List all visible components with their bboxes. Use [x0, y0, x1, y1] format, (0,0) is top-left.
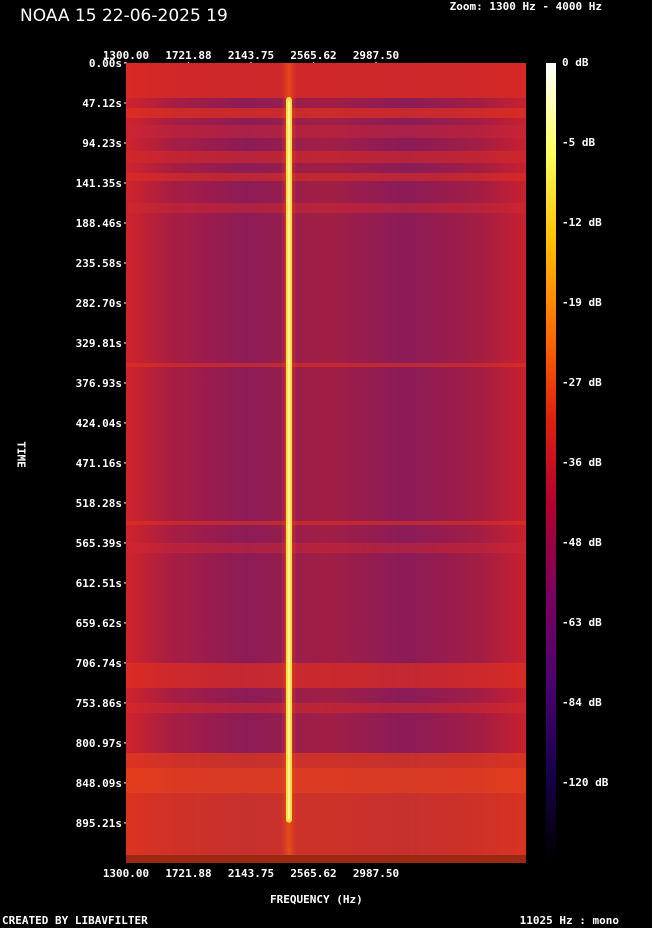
- y-tick-label: 141.35s: [76, 177, 122, 190]
- colorbar-label: -36 dB: [562, 456, 602, 469]
- zoom-label: Zoom: 1300 Hz - 4000 Hz: [449, 0, 602, 13]
- spectrogram-background: [126, 63, 526, 863]
- colorbar-label: -19 dB: [562, 296, 602, 309]
- noise-band: [126, 125, 526, 138]
- noise-band: [126, 151, 526, 163]
- x-tick-label-top: 2987.50: [353, 49, 399, 62]
- noise-band: [126, 663, 526, 688]
- colorbar-label: -5 dB: [562, 136, 595, 149]
- colorbar-label: 0 dB: [562, 56, 589, 69]
- noise-band: [126, 203, 526, 213]
- y-tick-label: 895.21s: [76, 817, 122, 830]
- noise-band: [126, 173, 526, 181]
- y-tick-label: 424.04s: [76, 417, 122, 430]
- y-tick-label: 848.09s: [76, 777, 122, 790]
- noise-band: [126, 753, 526, 863]
- colorbar-label: -120 dB: [562, 776, 609, 789]
- x-tick-label-bottom: 2143.75: [228, 867, 274, 880]
- colorbar-label: -84 dB: [562, 696, 602, 709]
- y-tick-label: 518.28s: [76, 497, 122, 510]
- y-tick-label: 800.97s: [76, 737, 122, 750]
- chart-title: NOAA 15 22-06-2025 19: [20, 6, 228, 26]
- y-tick-label: 612.51s: [76, 577, 122, 590]
- colorbar-label: -48 dB: [562, 536, 602, 549]
- noise-band: [126, 108, 526, 118]
- noise-band: [126, 521, 526, 525]
- x-tick-label-bottom: 2987.50: [353, 867, 399, 880]
- colorbar-label: -27 dB: [562, 376, 602, 389]
- footer-created-by: CREATED BY LIBAVFILTER: [2, 914, 148, 927]
- x-tick-label-bottom: 2565.62: [290, 867, 336, 880]
- y-tick-label: 376.93s: [76, 377, 122, 390]
- y-tick-label: 94.23s: [82, 137, 122, 150]
- y-tick-label: 706.74s: [76, 657, 122, 670]
- y-tick-label: 188.46s: [76, 217, 122, 230]
- footer-sample-rate: 11025 Hz : mono: [519, 914, 619, 927]
- noise-band: [126, 63, 526, 98]
- y-tick-label: 753.86s: [76, 697, 122, 710]
- noise-band: [126, 768, 526, 793]
- y-tick-label: 565.39s: [76, 537, 122, 550]
- x-tick-label-bottom: 1721.88: [165, 867, 211, 880]
- y-tick-label: 235.58s: [76, 257, 122, 270]
- colorbar: [546, 63, 556, 863]
- x-axis-title: FREQUENCY (Hz): [270, 893, 363, 906]
- noise-band: [126, 363, 526, 367]
- y-tick-label: 282.70s: [76, 297, 122, 310]
- y-tick-label: 47.12s: [82, 97, 122, 110]
- noise-band: [126, 543, 526, 553]
- x-tick-label-top: 1721.88: [165, 49, 211, 62]
- y-tick-label: 329.81s: [76, 337, 122, 350]
- x-tick-label-top: 2143.75: [228, 49, 274, 62]
- y-tick-label: 659.62s: [76, 617, 122, 630]
- x-tick-label-bottom: 1300.00: [103, 867, 149, 880]
- noise-band: [126, 703, 526, 713]
- y-tick-label: 0.00s: [89, 57, 122, 70]
- x-tick-label-top: 2565.62: [290, 49, 336, 62]
- colorbar-label: -63 dB: [562, 616, 602, 629]
- signal-core: [287, 100, 290, 819]
- y-tick-label: 471.16s: [76, 457, 122, 470]
- x-tick-label-top: 1300.00: [103, 49, 149, 62]
- colorbar-label: -12 dB: [562, 216, 602, 229]
